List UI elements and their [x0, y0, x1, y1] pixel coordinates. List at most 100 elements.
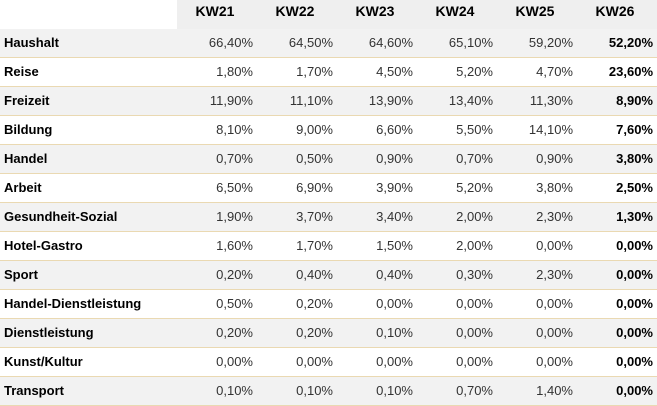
- row-label: Handel: [4, 151, 48, 166]
- table-cell-kw25: 2,30%: [536, 209, 573, 224]
- table-cell-kw21: 0,50%: [216, 296, 253, 311]
- table-cell-kw22: 0,50%: [296, 151, 333, 166]
- table-row: Dienstleistung 0,20% 0,20% 0,10% 0,00% 0,00% 0…: [0, 319, 657, 348]
- table-cell-kw22: 64,50%: [288, 35, 333, 50]
- table-cell-kw23: 3,90%: [376, 180, 413, 195]
- table-cell-kw22: 1,70%: [296, 238, 333, 253]
- row-label: Gesundheit-Sozial: [4, 209, 118, 224]
- table-row: Transport 0,10% 0,10% 0,10% 0,70% 1,40% 0,00%: [0, 377, 657, 406]
- table-cell-kw21: 66,40%: [208, 35, 253, 50]
- table-cell-kw23: 1,50%: [376, 238, 413, 253]
- column-header-kw26: KW26: [595, 3, 635, 19]
- table-cell-kw23: 0,10%: [376, 383, 413, 398]
- table-cell-kw21: 0,20%: [216, 267, 253, 282]
- table-cell-kw26: 7,60%: [616, 122, 653, 137]
- table-cell-kw26: 2,50%: [616, 180, 653, 195]
- table-cell-kw24: 5,20%: [456, 180, 493, 195]
- table-cell-kw26: 23,60%: [608, 64, 653, 79]
- table-cell-kw24: 0,00%: [456, 296, 493, 311]
- row-label: Haushalt: [4, 35, 59, 50]
- table-row: Reise 1,80% 1,70% 4,50% 5,20% 4,70% 23,60%: [0, 58, 657, 87]
- row-label: Freizeit: [4, 93, 50, 108]
- table-cell-kw24: 2,00%: [456, 238, 493, 253]
- table-cell-kw22: 3,70%: [296, 209, 333, 224]
- table-cell-kw26: 0,00%: [616, 383, 653, 398]
- table-row: Bildung 8,10% 9,00% 6,60% 5,50% 14,10% 7,60%: [0, 116, 657, 145]
- table-cell-kw23: 0,90%: [376, 151, 413, 166]
- table-cell-kw25: 59,20%: [528, 35, 573, 50]
- table-cell-kw22: 0,20%: [296, 325, 333, 340]
- table-cell-kw22: 11,10%: [289, 93, 333, 108]
- table-cell-kw26: 3,80%: [616, 151, 653, 166]
- table-cell-kw26: 0,00%: [616, 296, 653, 311]
- table-cell-kw22: 0,20%: [296, 296, 333, 311]
- table-cell-kw25: 0,90%: [536, 151, 573, 166]
- table-cell-kw22: 9,00%: [296, 122, 333, 137]
- row-label: Reise: [4, 64, 39, 79]
- row-label: Kunst/Kultur: [4, 354, 83, 369]
- table-cell-kw21: 0,00%: [216, 354, 253, 369]
- table-cell-kw23: 6,60%: [376, 122, 413, 137]
- table-cell-kw24: 0,70%: [456, 383, 493, 398]
- table-row: Freizeit 11,90% 11,10% 13,90% 13,40% 11,30% 8,…: [0, 87, 657, 116]
- table-cell-kw24: 5,50%: [456, 122, 493, 137]
- row-label: Hotel-Gastro: [4, 238, 83, 253]
- table-cell-kw25: 4,70%: [536, 64, 573, 79]
- table-cell-kw26: 8,90%: [616, 93, 653, 108]
- column-header-kw24: KW24: [435, 3, 475, 19]
- table-row: Sport 0,20% 0,40% 0,40% 0,30% 2,30% 0,00%: [0, 261, 657, 290]
- table-cell-kw26: 0,00%: [616, 267, 653, 282]
- table-cell-kw24: 0,70%: [456, 151, 493, 166]
- column-header-kw25: KW25: [515, 3, 555, 19]
- table-cell-kw22: 0,40%: [296, 267, 333, 282]
- row-label: Handel-Dienstleistung: [4, 296, 142, 311]
- row-label: Arbeit: [4, 180, 42, 195]
- table-row: Arbeit 6,50% 6,90% 3,90% 5,20% 3,80% 2,50%: [0, 174, 657, 203]
- table-cell-kw24: 0,00%: [456, 354, 493, 369]
- table-cell-kw21: 0,70%: [216, 151, 253, 166]
- table-cell-kw21: 6,50%: [216, 180, 253, 195]
- header-row: KW21 KW22 KW23 KW24 KW25 KW26: [0, 0, 657, 29]
- table-row: Handel 0,70% 0,50% 0,90% 0,70% 0,90% 3,80%: [0, 145, 657, 174]
- row-label: Transport: [4, 383, 64, 398]
- column-header-kw23: KW23: [355, 3, 395, 19]
- table-cell-kw25: 1,40%: [536, 383, 573, 398]
- table-cell-kw21: 11,90%: [209, 93, 253, 108]
- table-cell-kw23: 0,10%: [376, 325, 413, 340]
- table-cell-kw23: 0,00%: [376, 296, 413, 311]
- header-background: [177, 0, 657, 29]
- table-cell-kw21: 1,90%: [216, 209, 253, 224]
- table-cell-kw25: 0,00%: [536, 238, 573, 253]
- table-cell-kw21: 1,60%: [216, 238, 253, 253]
- table-cell-kw26: 0,00%: [616, 325, 653, 340]
- table-cell-kw22: 6,90%: [296, 180, 333, 195]
- table-row: Gesundheit-Sozial 1,90% 3,70% 3,40% 2,00% 2,3…: [0, 203, 657, 232]
- table-cell-kw22: 0,00%: [296, 354, 333, 369]
- table-cell-kw23: 4,50%: [376, 64, 413, 79]
- table-cell-kw21: 0,20%: [216, 325, 253, 340]
- table-cell-kw23: 13,90%: [368, 93, 413, 108]
- table-cell-kw24: 2,00%: [456, 209, 493, 224]
- table-cell-kw23: 64,60%: [368, 35, 413, 50]
- table-cell-kw23: 0,00%: [376, 354, 413, 369]
- table-cell-kw24: 5,20%: [456, 64, 493, 79]
- column-header-kw22: KW22: [275, 3, 315, 19]
- table-cell-kw24: 0,30%: [456, 267, 493, 282]
- table-cell-kw23: 0,40%: [376, 267, 413, 282]
- table-cell-kw25: 3,80%: [536, 180, 573, 195]
- table-cell-kw24: 13,40%: [448, 93, 493, 108]
- row-label: Dienstleistung: [4, 325, 94, 340]
- table-cell-kw25: 0,00%: [536, 354, 573, 369]
- table-row: Haushalt 66,40% 64,50% 64,60% 65,10% 59,20% 52…: [0, 29, 657, 58]
- table-row: Handel-Dienstleistung 0,50% 0,20% 0,00% 0,00…: [0, 290, 657, 319]
- table-cell-kw26: 0,00%: [616, 238, 653, 253]
- row-label: Bildung: [4, 122, 53, 137]
- table-cell-kw21: 0,10%: [216, 383, 253, 398]
- table-cell-kw26: 1,30%: [616, 209, 653, 224]
- table-cell-kw24: 0,00%: [456, 325, 493, 340]
- table-cell-kw25: 14,10%: [528, 122, 573, 137]
- header-blank-cell: [0, 0, 177, 29]
- table-cell-kw23: 3,40%: [376, 209, 413, 224]
- table-cell-kw26: 0,00%: [616, 354, 653, 369]
- table-cell-kw24: 65,10%: [448, 35, 493, 50]
